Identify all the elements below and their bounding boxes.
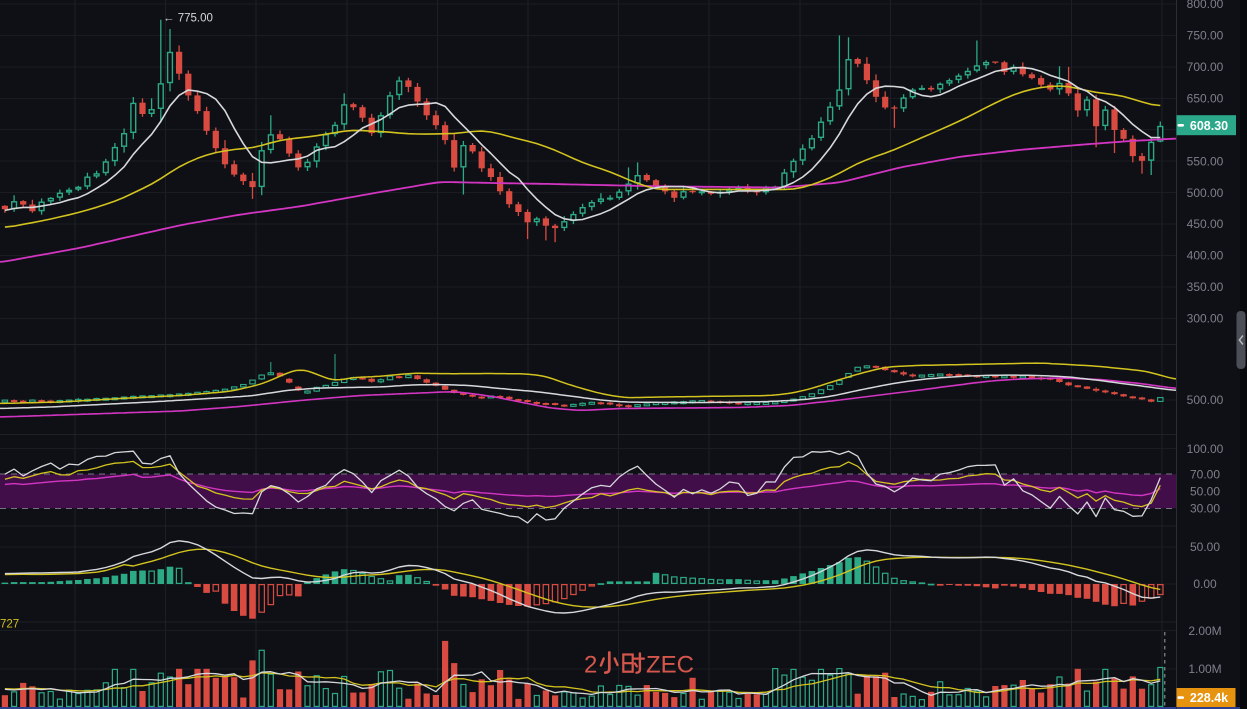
svg-text:608.30: 608.30: [1190, 119, 1228, 133]
svg-text:30.00: 30.00: [1190, 502, 1220, 516]
svg-text:228.4k: 228.4k: [1190, 691, 1228, 705]
svg-text:ZEC: ZEC: [646, 652, 694, 679]
svg-text:550.00: 550.00: [1187, 154, 1224, 168]
svg-text:2.00M: 2.00M: [1188, 624, 1221, 638]
svg-text:1.00M: 1.00M: [1188, 662, 1221, 676]
svg-text:2: 2: [584, 652, 597, 679]
svg-text:300.00: 300.00: [1187, 312, 1224, 326]
svg-text:650.00: 650.00: [1187, 92, 1224, 106]
svg-text:750.00: 750.00: [1187, 29, 1224, 43]
svg-text:800.00: 800.00: [1187, 0, 1224, 11]
svg-text:100.00: 100.00: [1187, 442, 1224, 456]
svg-text:700.00: 700.00: [1187, 60, 1224, 74]
svg-text:350.00: 350.00: [1187, 280, 1224, 294]
svg-text:400.00: 400.00: [1187, 249, 1224, 263]
svg-text:450.00: 450.00: [1187, 217, 1224, 231]
svg-text:500.00: 500.00: [1187, 393, 1224, 407]
svg-text:50.00: 50.00: [1190, 540, 1220, 554]
svg-text:727: 727: [0, 619, 19, 631]
svg-text:70.00: 70.00: [1190, 467, 1220, 481]
svg-text:50.00: 50.00: [1190, 484, 1220, 498]
svg-text:0.00: 0.00: [1193, 577, 1217, 591]
svg-text:500.00: 500.00: [1187, 186, 1224, 200]
svg-text:← 775.00: ← 775.00: [163, 13, 213, 25]
